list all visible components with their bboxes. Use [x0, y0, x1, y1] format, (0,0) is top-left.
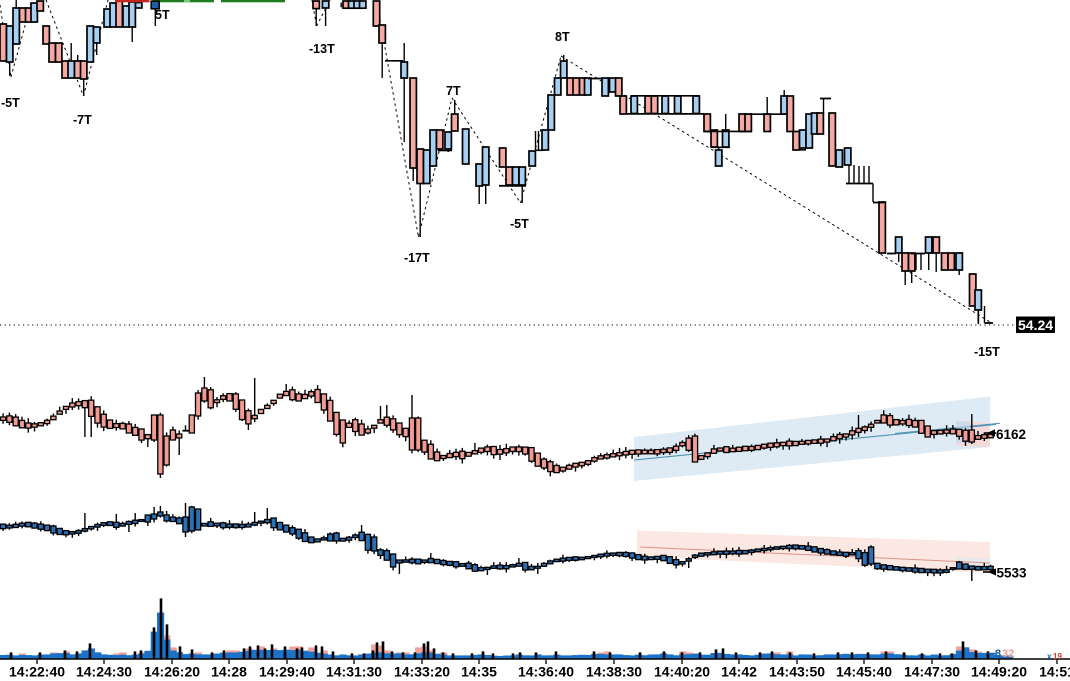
svg-text:14:28: 14:28: [211, 664, 247, 680]
svg-text:-5T: -5T: [510, 217, 529, 231]
svg-text:14:49:20: 14:49:20: [971, 664, 1027, 680]
svg-text:x: x: [1047, 652, 1052, 661]
svg-text:14:26:20: 14:26:20: [144, 664, 200, 680]
svg-text:14:35: 14:35: [461, 664, 497, 680]
svg-text:32: 32: [1002, 648, 1014, 660]
svg-text:54.24: 54.24: [1018, 317, 1053, 333]
svg-text:14:29:40: 14:29:40: [259, 664, 315, 680]
svg-text:14:40:20: 14:40:20: [654, 664, 710, 680]
svg-text:-17T: -17T: [404, 251, 430, 265]
svg-text:14:51: 14:51: [1039, 664, 1070, 680]
svg-text:5T: 5T: [155, 8, 170, 22]
svg-text:-7T: -7T: [73, 113, 92, 127]
svg-text:8: 8: [995, 648, 1001, 660]
svg-text:-5T: -5T: [1, 96, 20, 110]
svg-text:14:45:40: 14:45:40: [836, 664, 892, 680]
svg-text:14:47:30: 14:47:30: [904, 664, 960, 680]
svg-text:14:42: 14:42: [721, 664, 757, 680]
svg-text:6162: 6162: [996, 427, 1026, 442]
svg-text:-15T: -15T: [974, 345, 1000, 359]
svg-text:19: 19: [1053, 652, 1062, 661]
svg-text:14:38:30: 14:38:30: [586, 664, 642, 680]
svg-text:7T: 7T: [446, 84, 461, 98]
svg-text:14:43:50: 14:43:50: [769, 664, 825, 680]
svg-text:14:33:20: 14:33:20: [394, 664, 450, 680]
svg-text:8T: 8T: [555, 30, 570, 44]
svg-text:14:31:30: 14:31:30: [326, 664, 382, 680]
svg-text:-13T: -13T: [309, 42, 335, 56]
svg-text:5533: 5533: [997, 566, 1028, 581]
svg-text:14:24:30: 14:24:30: [76, 664, 132, 680]
svg-text:14:36:40: 14:36:40: [518, 664, 574, 680]
svg-text:14:22:40: 14:22:40: [9, 664, 65, 680]
